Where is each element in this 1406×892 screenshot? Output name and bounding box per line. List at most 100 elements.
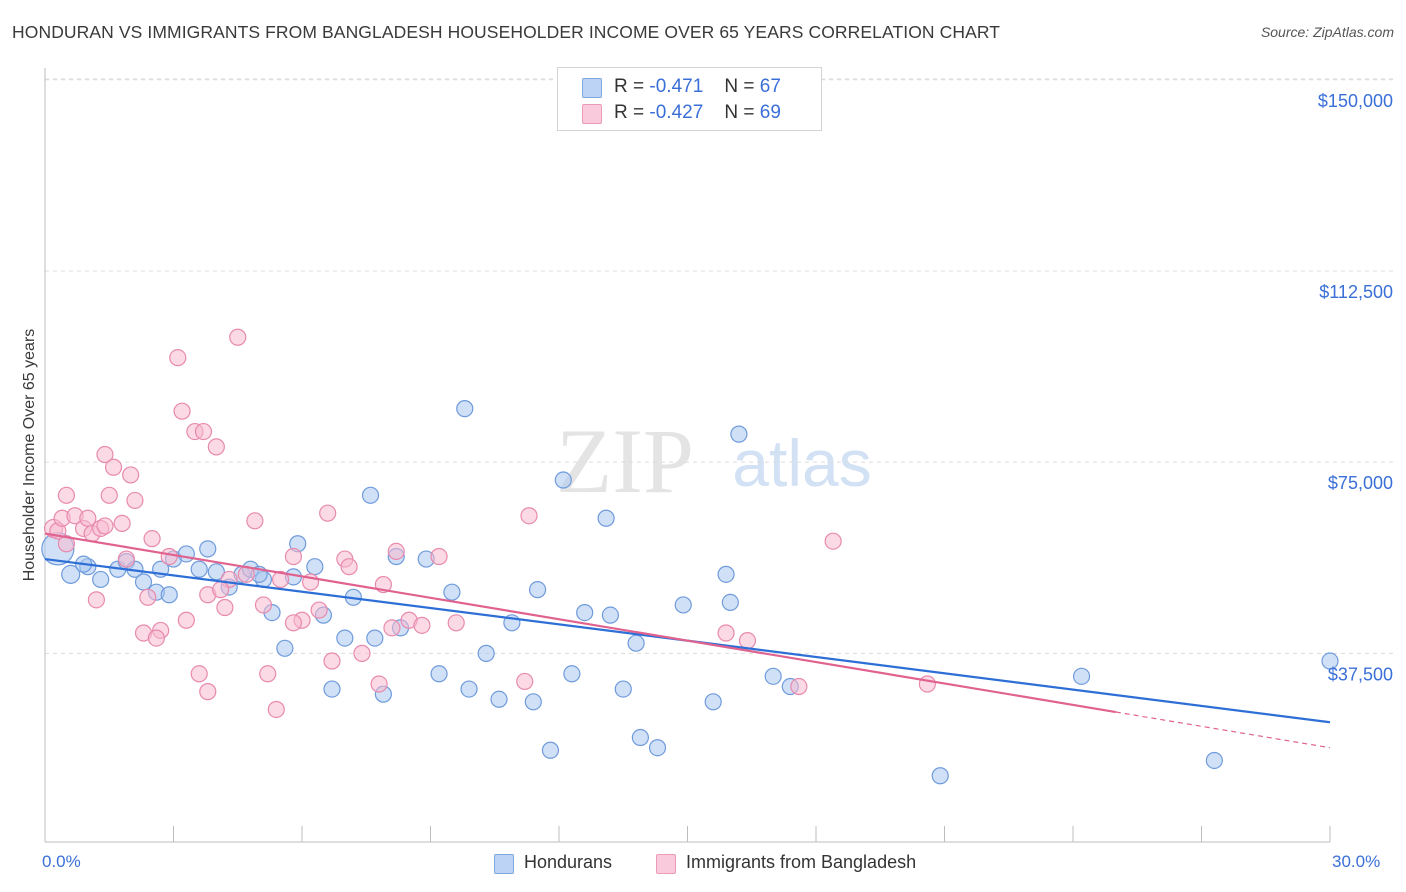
data-point bbox=[730, 425, 748, 443]
watermark-atlas: atlas bbox=[732, 426, 871, 500]
data-point bbox=[477, 644, 495, 662]
trend-lines bbox=[44, 532, 1331, 749]
legend-n-value: 69 bbox=[759, 102, 781, 123]
y-tick-label: $37,500 bbox=[1328, 664, 1393, 684]
bottom-legend-swatch-pink bbox=[656, 854, 676, 874]
data-point bbox=[173, 402, 191, 420]
data-point bbox=[323, 680, 341, 698]
legend-swatch-blue bbox=[582, 78, 602, 98]
data-point bbox=[100, 486, 118, 504]
data-point bbox=[524, 693, 542, 711]
data-point bbox=[648, 739, 667, 757]
data-point bbox=[1205, 751, 1223, 770]
data-point bbox=[57, 486, 76, 504]
data-point bbox=[674, 596, 692, 614]
data-point bbox=[370, 675, 388, 693]
data-point bbox=[717, 624, 735, 642]
data-point bbox=[413, 616, 431, 634]
data-point bbox=[271, 570, 290, 589]
watermark: ZIP atlas bbox=[556, 410, 872, 512]
bottom-legend-swatch-blue bbox=[494, 854, 514, 874]
x-tick-max: 30.0% bbox=[1332, 852, 1381, 871]
data-point bbox=[310, 601, 328, 619]
data-point bbox=[931, 767, 949, 785]
data-point bbox=[267, 700, 285, 719]
axes bbox=[44, 68, 1331, 843]
data-point bbox=[460, 680, 478, 698]
watermark-zip: ZIP bbox=[556, 410, 694, 512]
data-point bbox=[1321, 652, 1339, 670]
legend-r-label: R = bbox=[614, 76, 645, 97]
data-point bbox=[738, 632, 757, 650]
bottom-legend-label: Hondurans bbox=[524, 852, 613, 872]
data-point bbox=[323, 652, 341, 670]
data-point bbox=[87, 591, 106, 609]
data-point bbox=[430, 665, 448, 683]
data-point bbox=[764, 667, 782, 685]
data-point bbox=[601, 606, 620, 624]
data-point bbox=[177, 611, 195, 629]
legend-n-value: 67 bbox=[759, 76, 781, 97]
y-tick-label: $75,000 bbox=[1328, 473, 1393, 493]
data-point bbox=[160, 586, 178, 604]
data-point bbox=[366, 629, 384, 647]
trend-line-bangladesh bbox=[44, 532, 1117, 714]
data-point bbox=[447, 614, 465, 632]
data-point bbox=[117, 550, 135, 568]
data-point bbox=[824, 532, 842, 550]
data-point bbox=[259, 665, 277, 683]
data-point bbox=[627, 634, 645, 652]
data-point bbox=[597, 509, 615, 527]
data-point bbox=[147, 629, 165, 647]
data-point bbox=[704, 693, 722, 711]
data-point bbox=[717, 565, 735, 583]
data-point bbox=[57, 535, 76, 553]
data-point bbox=[190, 665, 208, 683]
data-point bbox=[563, 665, 581, 683]
data-point bbox=[443, 583, 461, 601]
data-point bbox=[113, 514, 131, 532]
series-bangladesh bbox=[43, 328, 936, 719]
data-point bbox=[216, 598, 234, 617]
data-point bbox=[1072, 667, 1091, 685]
data-point bbox=[528, 581, 547, 599]
data-point bbox=[516, 672, 534, 691]
data-point bbox=[520, 507, 538, 525]
data-point bbox=[554, 471, 572, 489]
data-point bbox=[207, 438, 225, 456]
data-point bbox=[383, 619, 401, 637]
data-point bbox=[631, 728, 649, 747]
data-point bbox=[361, 486, 380, 504]
data-point bbox=[139, 588, 157, 606]
data-point bbox=[319, 504, 337, 522]
data-point bbox=[194, 422, 213, 441]
legend-n-label: N = bbox=[724, 102, 755, 123]
data-point bbox=[143, 530, 161, 548]
data-point bbox=[246, 512, 264, 530]
data-point bbox=[918, 675, 936, 693]
chart-title: HONDURAN VS IMMIGRANTS FROM BANGLADESH H… bbox=[12, 22, 1001, 42]
data-point bbox=[336, 629, 354, 647]
data-point bbox=[92, 570, 110, 589]
legend-r-label: R = bbox=[614, 102, 645, 123]
data-point bbox=[721, 593, 739, 611]
data-point bbox=[576, 603, 594, 622]
data-point bbox=[276, 639, 294, 657]
data-point bbox=[353, 644, 371, 662]
data-point bbox=[430, 547, 448, 566]
data-point bbox=[177, 545, 195, 563]
data-point bbox=[229, 328, 247, 346]
data-point bbox=[306, 558, 324, 576]
data-point bbox=[61, 564, 81, 584]
data-point bbox=[456, 400, 474, 418]
x-tick-min: 0.0% bbox=[42, 852, 81, 871]
legend-r-value: -0.471 bbox=[649, 76, 704, 97]
legend-n-label: N = bbox=[724, 76, 755, 97]
data-point bbox=[284, 547, 303, 566]
data-point bbox=[284, 614, 303, 632]
legend-swatch-pink bbox=[582, 104, 602, 124]
data-point bbox=[490, 690, 508, 708]
data-point bbox=[96, 517, 114, 535]
data-point bbox=[541, 741, 560, 759]
data-point bbox=[160, 547, 178, 566]
